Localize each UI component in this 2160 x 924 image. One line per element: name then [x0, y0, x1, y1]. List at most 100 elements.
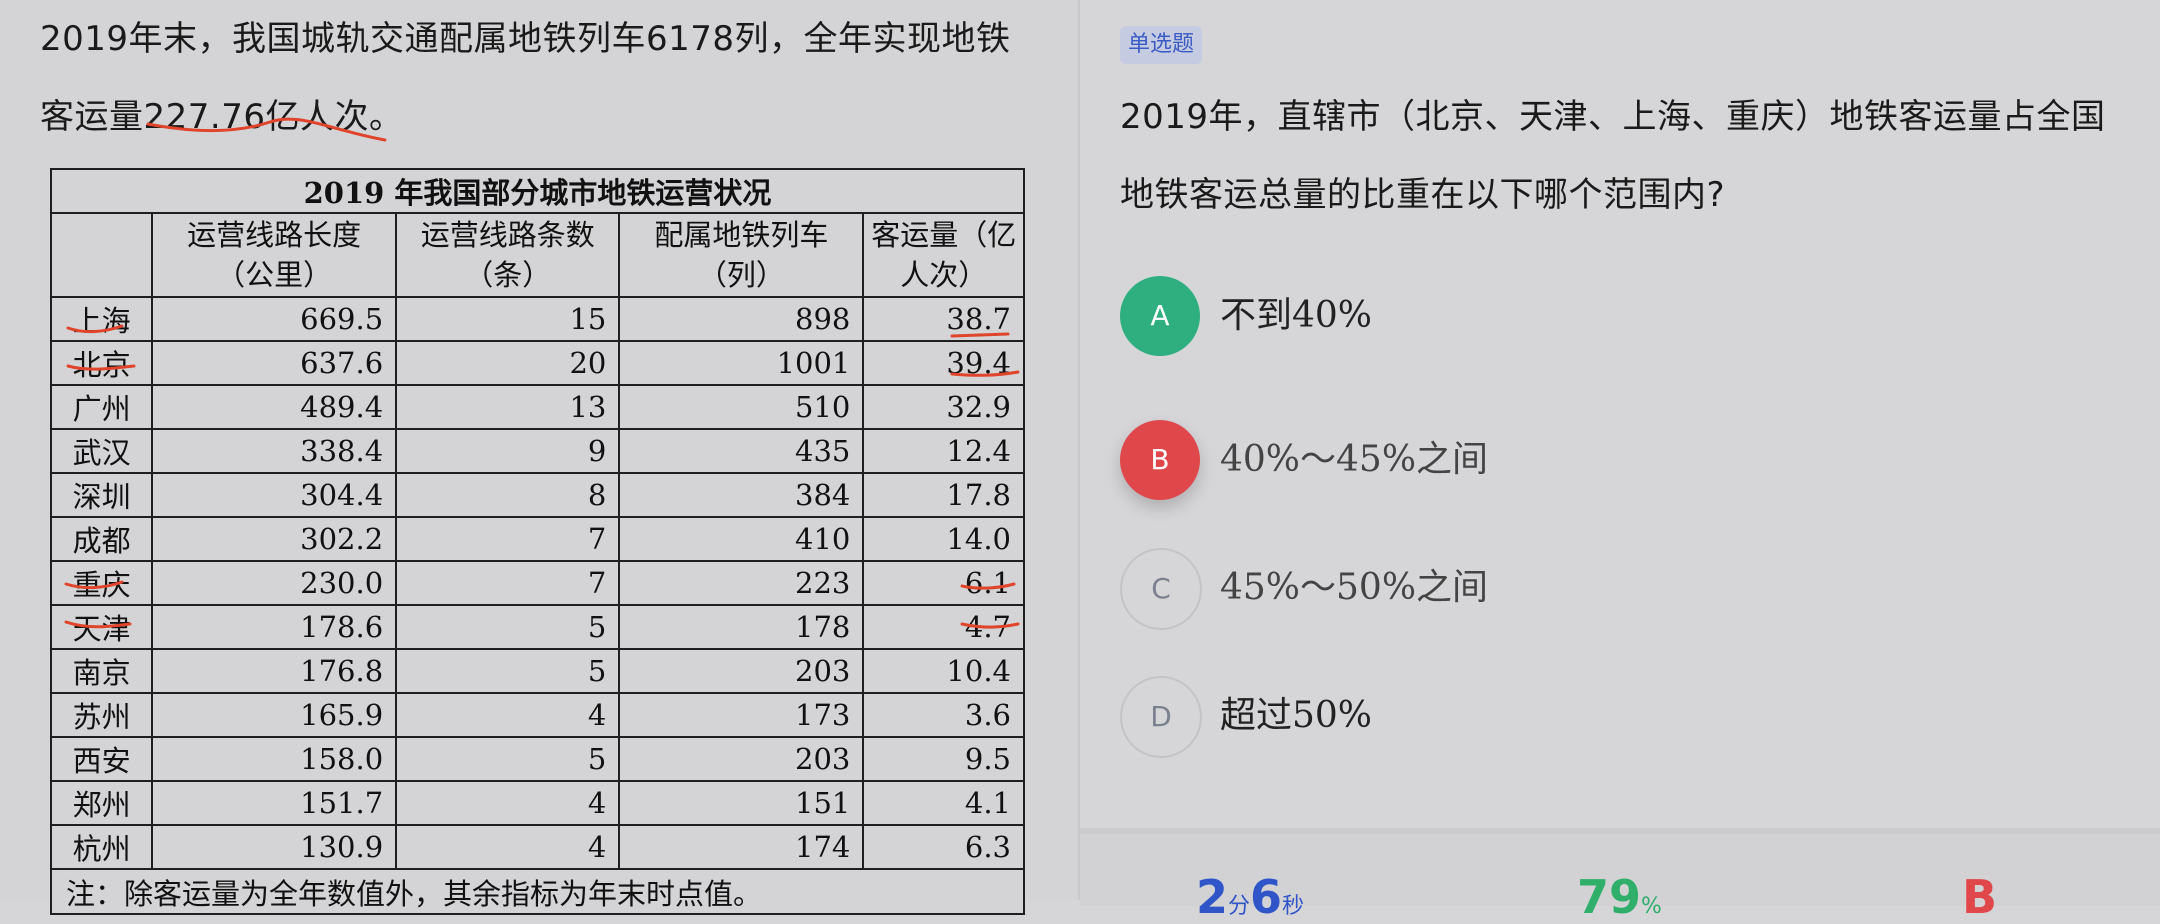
header-ridership: 客运量（亿人次）: [862, 212, 1025, 298]
passage-suffix: 。: [368, 97, 404, 137]
row-ridership: 4.1: [862, 780, 1025, 826]
row-trains: 410: [618, 516, 865, 562]
row-city: 上海: [49, 296, 154, 342]
option-c[interactable]: C 45%～50%之间: [1120, 548, 2020, 632]
row-ridership: 9.5: [862, 736, 1025, 782]
table-row: 成都 302.2 7 410 14.0: [49, 516, 1025, 562]
row-city: 武汉: [49, 428, 154, 474]
passage-text: 2019年末，我国城轨交通配属地铁列车6178列，全年实现地铁 客运量227.7…: [40, 0, 1040, 156]
question-type-badge: 单选题: [1120, 26, 1203, 64]
row-ridership: 4.7: [862, 604, 1025, 650]
row-city: 深圳: [49, 472, 154, 518]
row-trains: 510: [618, 384, 865, 430]
row-lines: 20: [395, 340, 621, 386]
row-lines: 5: [395, 604, 621, 650]
row-city: 北京: [49, 340, 154, 386]
row-ridership: 32.9: [862, 384, 1025, 430]
table-row: 郑州 151.7 4 151 4.1: [49, 780, 1025, 826]
option-a-badge: A: [1120, 276, 1200, 356]
table-note: 注：除客运量为全年数值外，其余指标为年末时点值。: [50, 868, 1025, 915]
row-length: 302.2: [151, 516, 398, 562]
row-trains: 223: [618, 560, 865, 606]
table-row: 广州 489.4 13 510 32.9: [49, 384, 1025, 430]
material-panel: 2019年末，我国城轨交通配属地铁列车6178列，全年实现地铁 客运量227.7…: [0, 0, 1078, 915]
row-city: 广州: [49, 384, 154, 430]
row-city: 天津: [49, 604, 154, 650]
option-b-text: 40%～45%之间: [1220, 439, 1489, 480]
row-lines: 5: [395, 736, 621, 782]
row-ridership: 6.3: [862, 824, 1025, 870]
row-length: 130.9: [151, 824, 398, 870]
passage-prefix: 客运量: [40, 97, 144, 137]
option-a[interactable]: A 不到40%: [1120, 276, 2020, 360]
option-c-badge: C: [1120, 548, 1202, 630]
row-lines: 7: [395, 560, 621, 606]
accuracy-rate: 79%: [1577, 870, 1662, 924]
row-trains: 1001: [618, 340, 865, 386]
row-trains: 898: [618, 296, 865, 342]
row-lines: 15: [395, 296, 621, 342]
row-length: 338.4: [151, 428, 398, 474]
row-trains: 151: [618, 780, 865, 826]
option-b[interactable]: B 40%～45%之间: [1120, 420, 2020, 504]
row-lines: 5: [395, 648, 621, 694]
row-trains: 203: [618, 648, 865, 694]
table-title: 2019 年我国部分城市地铁运营状况: [50, 168, 1025, 214]
row-lines: 9: [395, 428, 621, 474]
passage-highlight: 227.76亿人次: [143, 97, 369, 137]
passage-line-1: 2019年末，我国城轨交通配属地铁列车6178列，全年实现地铁: [40, 19, 1011, 59]
row-city: 苏州: [49, 692, 154, 738]
table-row: 武汉 338.4 9 435 12.4: [49, 428, 1025, 474]
option-d[interactable]: D 超过50%: [1120, 676, 2020, 760]
subway-stats-table: 2019 年我国部分城市地铁运营状况 运营线路长度（公里） 运营线路条数（条） …: [49, 168, 1025, 915]
passage-line-2: 客运量227.76亿人次。: [40, 78, 1040, 156]
row-trains: 203: [618, 736, 865, 782]
row-city: 南京: [49, 648, 154, 694]
row-city: 郑州: [49, 780, 154, 826]
row-ridership: 3.6: [862, 692, 1025, 738]
row-ridership: 6.1: [862, 560, 1025, 606]
table-row: 重庆 230.0 7 223 6.1: [49, 560, 1025, 606]
row-lines: 4: [395, 692, 621, 738]
option-c-text: 45%～50%之间: [1220, 567, 1489, 608]
table-row: 南京 176.8 5 203 10.4: [49, 648, 1025, 694]
question-text: 2019年，直辖市（北京、天津、上海、重庆）地铁客运量占全国地铁客运总量的比重在…: [1120, 97, 2106, 215]
row-length: 489.4: [151, 384, 398, 430]
table-body: 上海 669.5 15 898 38.7 北京 637.6 20 1001 39.4 广州 489.4…: [49, 296, 1025, 870]
option-d-text: 超过50%: [1220, 695, 1373, 736]
row-length: 637.6: [151, 340, 398, 386]
row-lines: 4: [395, 824, 621, 870]
result-stats-bar: 2分6秒 79% B: [1080, 828, 2160, 924]
option-b-badge: B: [1120, 420, 1200, 500]
row-trains: 174: [618, 824, 865, 870]
header-length: 运营线路长度（公里）: [151, 212, 398, 298]
table-row: 苏州 165.9 4 173 3.6: [49, 692, 1025, 738]
row-length: 230.0: [151, 560, 398, 606]
row-lines: 4: [395, 780, 621, 826]
row-trains: 435: [618, 428, 865, 474]
row-length: 178.6: [151, 604, 398, 650]
row-length: 158.0: [151, 736, 398, 782]
table-row: 西安 158.0 5 203 9.5: [49, 736, 1025, 782]
row-trains: 178: [618, 604, 865, 650]
row-city: 杭州: [49, 824, 154, 870]
row-length: 669.5: [151, 296, 398, 342]
row-ridership: 38.7: [862, 296, 1025, 342]
header-lines: 运营线路条数（条）: [395, 212, 621, 298]
panel-divider[interactable]: [1078, 0, 1080, 900]
time-used: 2分6秒: [1196, 870, 1305, 924]
question-panel: 单选题 2019年，直辖市（北京、天津、上海、重庆）地铁客运量占全国地铁客运总量…: [1080, 0, 2160, 924]
header-city: [49, 212, 154, 298]
row-lines: 7: [395, 516, 621, 562]
row-length: 176.8: [151, 648, 398, 694]
row-city: 成都: [49, 516, 154, 562]
correct-answer: B: [1962, 870, 1998, 924]
row-trains: 384: [618, 472, 865, 518]
table-row: 深圳 304.4 8 384 17.8: [49, 472, 1025, 518]
table-row: 北京 637.6 20 1001 39.4: [49, 340, 1025, 386]
row-ridership: 14.0: [862, 516, 1025, 562]
row-length: 151.7: [151, 780, 398, 826]
row-lines: 8: [395, 472, 621, 518]
row-lines: 13: [395, 384, 621, 430]
row-ridership: 10.4: [862, 648, 1025, 694]
